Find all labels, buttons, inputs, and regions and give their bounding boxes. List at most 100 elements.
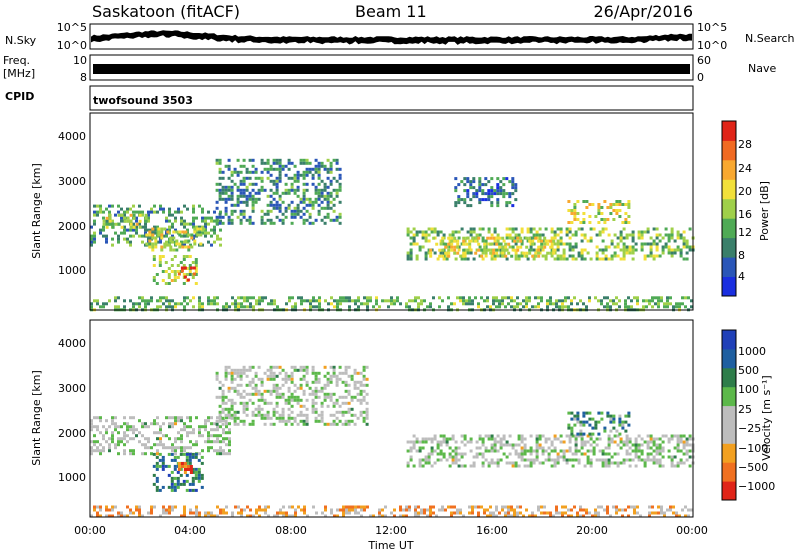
heatmap-cell bbox=[589, 443, 593, 447]
heatmap-cell bbox=[111, 440, 114, 444]
heatmap-cell bbox=[290, 365, 294, 369]
heatmap-cell bbox=[651, 296, 654, 300]
heatmap-cell bbox=[570, 514, 573, 518]
heatmap-cell bbox=[631, 230, 635, 234]
heatmap-cell bbox=[168, 437, 171, 441]
heatmap-cell bbox=[164, 270, 168, 273]
heatmap-cell bbox=[341, 413, 345, 417]
heatmap-cell bbox=[517, 254, 521, 258]
heatmap-cell bbox=[507, 251, 511, 255]
heatmap-cell bbox=[418, 248, 422, 252]
heatmap-cell bbox=[294, 508, 297, 512]
heatmap-cell bbox=[507, 514, 510, 518]
heatmap-cell bbox=[155, 485, 159, 489]
heatmap-cell bbox=[164, 282, 168, 285]
heatmap-cell bbox=[233, 167, 237, 171]
heatmap-cell bbox=[314, 419, 318, 423]
heatmap-cell bbox=[432, 236, 436, 240]
heatmap-cell bbox=[177, 462, 181, 465]
heatmap-cell bbox=[114, 222, 118, 226]
heatmap-cell bbox=[436, 446, 440, 450]
heatmap-cell bbox=[589, 437, 593, 441]
heatmap-cell bbox=[610, 437, 614, 441]
heatmap-cell bbox=[423, 511, 426, 515]
heatmap-cell bbox=[218, 212, 222, 216]
heatmap-cell bbox=[682, 452, 686, 456]
heatmap-cell bbox=[462, 302, 465, 306]
heatmap-cell bbox=[330, 508, 333, 512]
heatmap-cell bbox=[227, 407, 231, 411]
heatmap-cell bbox=[272, 191, 276, 195]
heatmap-cell bbox=[417, 505, 420, 509]
heatmap-cell bbox=[347, 389, 351, 393]
heatmap-cell bbox=[486, 508, 489, 512]
heatmap-cell bbox=[185, 458, 189, 462]
heatmap-cell bbox=[493, 227, 497, 231]
heatmap-cell bbox=[574, 230, 578, 234]
heatmap-cell bbox=[215, 182, 219, 186]
heatmap-cell bbox=[353, 395, 357, 399]
heatmap-cell bbox=[213, 299, 216, 303]
heatmap-cell bbox=[496, 204, 500, 208]
heatmap-cell bbox=[621, 203, 625, 206]
heatmap-cell bbox=[284, 209, 288, 213]
heatmap-cell bbox=[309, 302, 312, 306]
heatmap-cell bbox=[356, 371, 360, 375]
heatmap-cell bbox=[162, 505, 165, 509]
heatmap-cell bbox=[198, 231, 201, 235]
heatmap-cell bbox=[568, 242, 572, 246]
heatmap-cell bbox=[221, 422, 225, 426]
heatmap-cell bbox=[448, 464, 452, 468]
heatmap-cell bbox=[132, 428, 135, 432]
heatmap-cell bbox=[227, 389, 231, 393]
heatmap-cell bbox=[573, 212, 577, 215]
heatmap-cell bbox=[138, 213, 142, 217]
heatmap-cell bbox=[453, 239, 457, 243]
heatmap-cell bbox=[463, 452, 467, 456]
heatmap-cell bbox=[450, 245, 454, 249]
heatmap-cell bbox=[597, 209, 601, 212]
heatmap-cell bbox=[409, 251, 413, 255]
heatmap-cell bbox=[123, 299, 126, 303]
heatmap-cell bbox=[496, 254, 500, 258]
heatmap-cell bbox=[447, 305, 450, 309]
heatmap-cell bbox=[293, 173, 297, 177]
heatmap-cell bbox=[207, 449, 210, 453]
heatmap-cell bbox=[347, 407, 351, 411]
heatmap-cell bbox=[111, 419, 114, 423]
heatmap-cell bbox=[255, 511, 258, 515]
heatmap-cell bbox=[269, 200, 273, 204]
heatmap-cell bbox=[622, 245, 626, 249]
heatmap-cell bbox=[636, 296, 639, 300]
heatmap-cell bbox=[347, 365, 351, 369]
heatmap-cell bbox=[664, 434, 668, 438]
heatmap-cell bbox=[290, 410, 294, 414]
heatmap-cell bbox=[504, 248, 508, 252]
heatmap-cell bbox=[457, 198, 461, 202]
heatmap-cell bbox=[163, 227, 167, 231]
heatmap-cell bbox=[266, 413, 270, 417]
heatmap-cell bbox=[318, 302, 321, 306]
heatmap-cell bbox=[568, 434, 572, 438]
heatmap-cell bbox=[160, 245, 164, 249]
heatmap-cell bbox=[299, 200, 303, 204]
heatmap-cell bbox=[523, 464, 527, 468]
heatmap-cell bbox=[649, 446, 653, 450]
heatmap-cell bbox=[492, 236, 496, 240]
heatmap-cell bbox=[474, 296, 477, 300]
heatmap-cell bbox=[225, 443, 228, 447]
heatmap-cell bbox=[105, 222, 109, 226]
heatmap-cell bbox=[682, 443, 686, 447]
heatmap-cell bbox=[549, 251, 553, 255]
heatmap-cell bbox=[412, 233, 416, 237]
heatmap-cell bbox=[170, 485, 174, 489]
heatmap-cell bbox=[597, 432, 601, 436]
heatmap-cell bbox=[477, 302, 480, 306]
heatmap-cell bbox=[182, 258, 186, 261]
heatmap-cell bbox=[296, 185, 300, 189]
heatmap-cell bbox=[670, 233, 674, 237]
heatmap-cell bbox=[618, 420, 622, 424]
heatmap-cell bbox=[344, 410, 348, 414]
heatmap-cell bbox=[365, 422, 369, 426]
colorbar-swatch bbox=[722, 179, 736, 200]
